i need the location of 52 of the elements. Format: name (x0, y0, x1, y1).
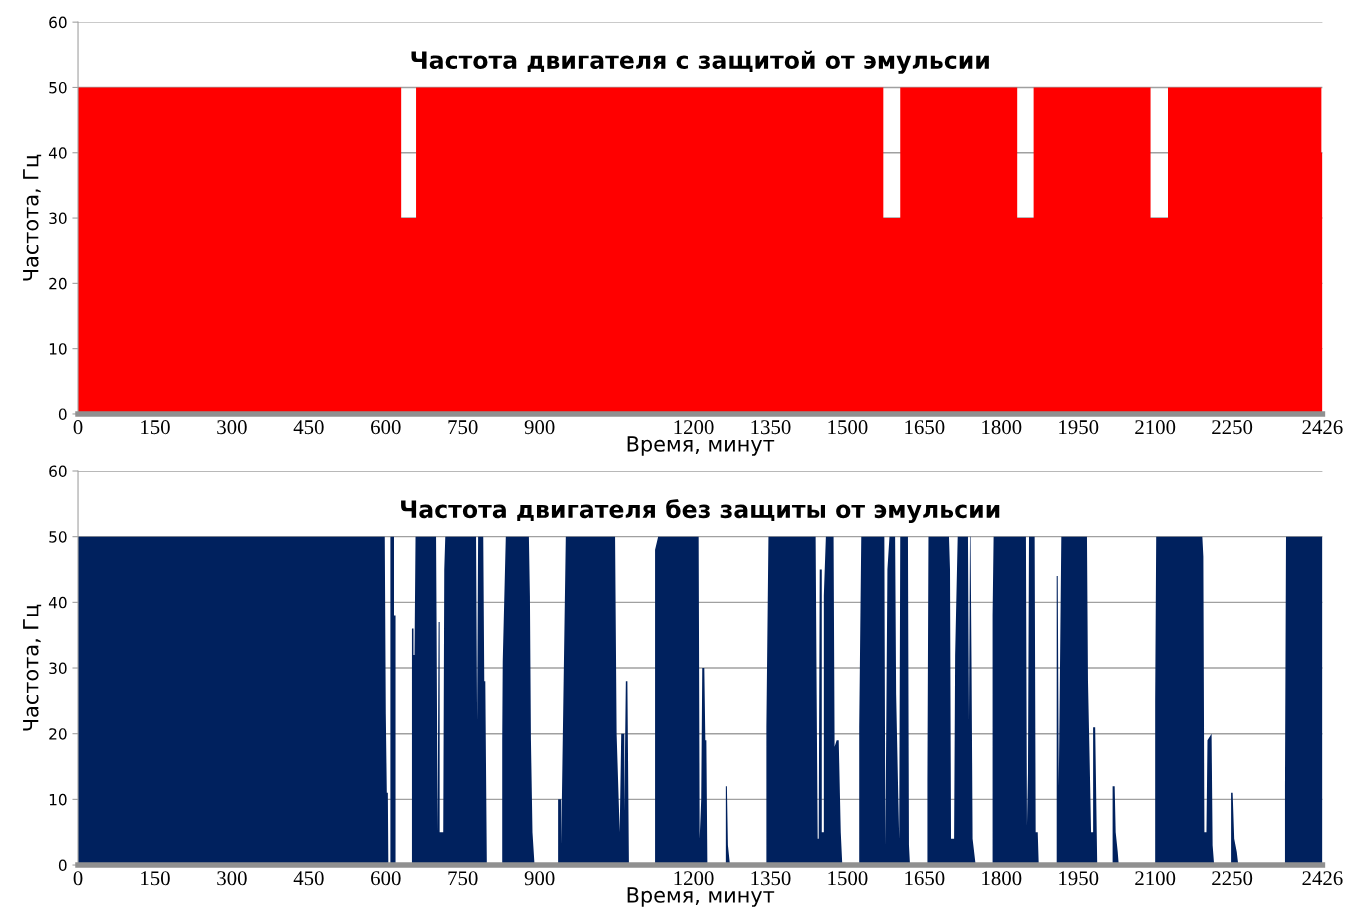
x-tick-label: 600 (371, 871, 401, 886)
y-tick-label: 40 (48, 147, 67, 159)
y-tick-label: 0 (58, 408, 67, 420)
x-tick-label: 1800 (982, 871, 1022, 886)
x-tick-label: 150 (141, 871, 170, 886)
x-axis-title: Время, минут (627, 436, 775, 456)
x-tick-label: 450 (293, 871, 324, 886)
x-tick-label: 750 (448, 871, 478, 886)
y-tick-label: 60 (49, 16, 67, 29)
x-tick-label: 2100 (1135, 871, 1176, 886)
x-tick-label: 1950 (1059, 871, 1099, 886)
x-tick-label: 450 (293, 420, 324, 435)
x-tick-label: 1200 (674, 871, 714, 886)
y-axis-title: Частота, Гц (23, 604, 42, 731)
x-tick-label: 1950 (1059, 420, 1099, 435)
x-tick-label: 1800 (982, 420, 1022, 435)
x-tick-label: 1200 (674, 420, 714, 435)
y-tick-label: 0 (58, 859, 67, 872)
x-tick-label: 1350 (751, 420, 791, 435)
y-tick-label: 50 (49, 81, 67, 94)
x-tick-label: 2426 (1302, 871, 1343, 886)
x-tick-label: 150 (141, 420, 170, 435)
x-tick-label: 2250 (1212, 420, 1253, 435)
y-tick-label: 40 (48, 596, 67, 609)
y-tick-label: 50 (49, 531, 67, 543)
x-tick-label: 1500 (828, 420, 868, 435)
x-tick-label: 900 (524, 871, 555, 886)
x-tick-label: 2100 (1135, 420, 1176, 435)
y-tick-label: 30 (49, 662, 67, 675)
x-tick-label: 1650 (905, 420, 945, 435)
x-tick-label: 0 (73, 871, 83, 886)
y-tick-label: 10 (49, 343, 67, 355)
x-tick-label: 900 (524, 420, 555, 435)
x-tick-label: 0 (73, 420, 83, 435)
y-tick-label: 30 (49, 212, 67, 225)
y-axis-title: Частота, Гц (23, 154, 42, 281)
x-tick-label: 1650 (905, 871, 945, 886)
y-tick-label: 20 (49, 277, 67, 290)
y-tick-label: 10 (49, 793, 67, 806)
x-tick-label: 1500 (828, 871, 868, 886)
x-axis-title: Время, минут (627, 887, 775, 907)
x-tick-label: 300 (217, 871, 247, 886)
text: Частота двигателя с защитой от эмульсии (411, 50, 989, 74)
y-tick-label: 60 (49, 465, 67, 478)
x-tick-label: 300 (217, 420, 247, 435)
x-tick-label: 1350 (751, 871, 791, 886)
y-tick-label: 20 (49, 728, 67, 740)
x-tick-label: 750 (448, 420, 478, 435)
x-tick-label: 600 (371, 420, 401, 435)
x-tick-label: 2250 (1212, 871, 1253, 886)
x-tick-label: 2426 (1302, 420, 1343, 435)
text: Частота двигателя без защиты от эмульсии (401, 499, 1000, 523)
